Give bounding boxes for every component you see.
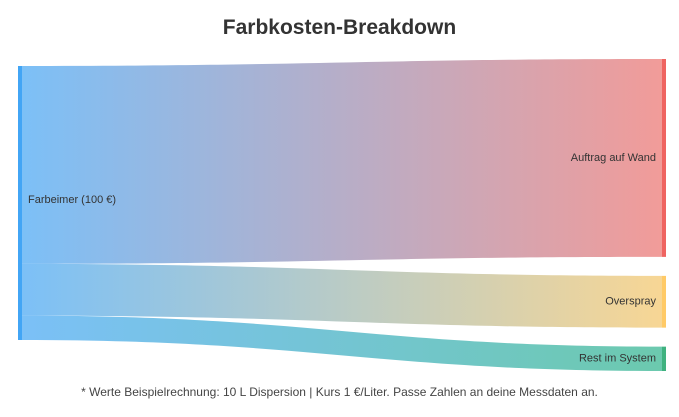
chart-title: Farbkosten-Breakdown — [222, 16, 457, 39]
node-target-1 — [662, 275, 666, 328]
sankey-links — [22, 59, 662, 371]
node-label-target-2: Rest im System — [579, 353, 656, 365]
link-2 — [22, 315, 662, 371]
link-1 — [22, 263, 662, 328]
link-0 — [22, 59, 662, 264]
node-label-source: Farbeimer (100 €) — [28, 194, 116, 206]
sankey-labels: Farbeimer (100 €) Auftrag auf Wand Overspr… — [28, 152, 656, 365]
footnote: * Werte Beispielrechnung: 10 L Dispersio… — [81, 385, 598, 399]
node-source — [18, 66, 22, 340]
node-label-target-1: Overspray — [605, 296, 656, 308]
node-target-0 — [662, 59, 666, 257]
node-target-2 — [662, 346, 666, 371]
node-label-target-0: Auftrag auf Wand — [571, 152, 656, 164]
sankey-nodes — [18, 59, 666, 371]
